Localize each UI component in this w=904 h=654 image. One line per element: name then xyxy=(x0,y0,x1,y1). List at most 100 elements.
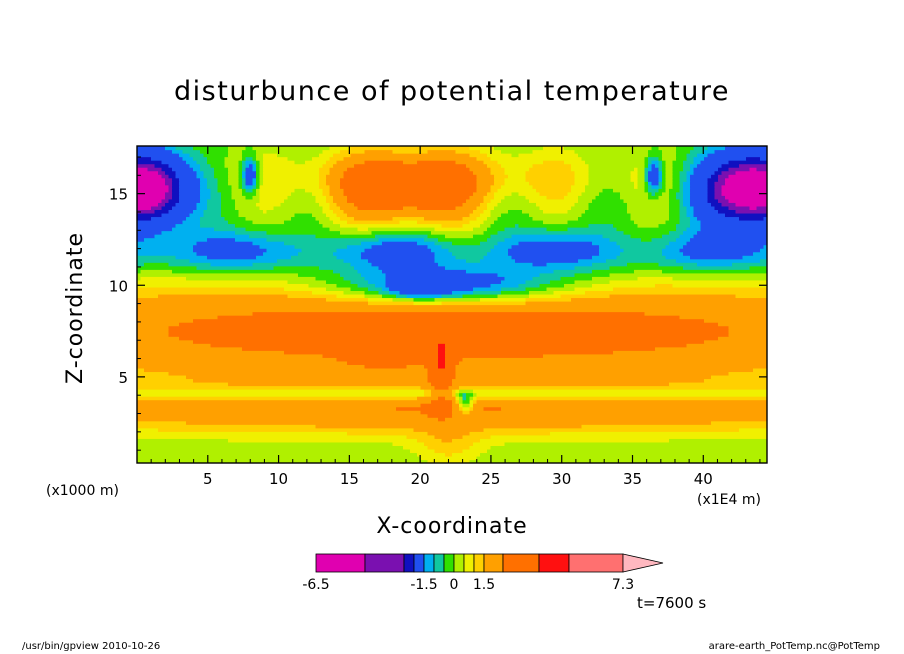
contour-cell xyxy=(301,248,338,253)
contour-cell xyxy=(553,290,586,295)
contour-cell xyxy=(679,170,688,175)
contour-cell xyxy=(728,160,767,165)
contour-cell xyxy=(333,269,359,274)
contour-cell xyxy=(137,272,299,277)
contour-cell xyxy=(616,227,677,232)
contour-cell xyxy=(298,272,341,277)
contour-cell xyxy=(235,198,261,203)
contour-cell xyxy=(497,241,520,246)
contour-cell xyxy=(749,205,758,210)
contour-cell xyxy=(137,431,348,436)
contour-cell xyxy=(245,227,331,232)
contour-cell xyxy=(588,174,632,179)
contour-cell xyxy=(168,184,173,189)
contour-cell xyxy=(676,153,688,158)
contour-cell xyxy=(322,209,334,214)
contour-cell xyxy=(662,251,684,256)
contour-cell xyxy=(490,223,516,228)
contour-cell xyxy=(179,198,201,203)
colorbar: -6.5 -1.5 0 1.5 7.3 xyxy=(302,553,664,593)
contour-cell xyxy=(263,209,268,214)
contour-cell xyxy=(672,160,684,165)
contour-cell xyxy=(434,251,453,256)
contour-cell xyxy=(476,184,492,189)
contour-cell xyxy=(532,149,576,154)
contour-field xyxy=(137,146,767,463)
contour-cell xyxy=(595,195,621,200)
contour-cell xyxy=(445,346,656,351)
contour-cell xyxy=(249,234,317,239)
contour-cell xyxy=(578,153,649,158)
contour-cell xyxy=(364,160,404,165)
contour-cell xyxy=(329,191,345,196)
contour-cell xyxy=(434,241,453,246)
contour-cell xyxy=(487,237,506,242)
contour-cell xyxy=(357,283,376,288)
contour-cell xyxy=(179,188,201,193)
contour-cell xyxy=(221,202,236,207)
contour-cell xyxy=(137,389,425,394)
contour-cell xyxy=(714,184,723,189)
contour-cell xyxy=(546,286,576,292)
contour-cell xyxy=(679,234,695,239)
contour-cell xyxy=(483,195,495,200)
contour-cell xyxy=(137,322,180,327)
contour-cell xyxy=(252,167,257,172)
contour-cell xyxy=(571,163,590,168)
contour-cell xyxy=(676,237,691,242)
contour-cell xyxy=(137,452,418,457)
contour-cell xyxy=(333,209,345,214)
contour-cell xyxy=(648,153,663,158)
contour-cell xyxy=(424,364,439,369)
contour-cell xyxy=(420,410,453,415)
contour-cell xyxy=(469,396,474,401)
contour-cell xyxy=(662,184,667,189)
contour-cell xyxy=(196,174,205,179)
contour-cell xyxy=(669,191,677,196)
contour-cell xyxy=(161,205,173,210)
contour-cell xyxy=(165,146,177,151)
contour-cell xyxy=(469,410,767,415)
contour-cell xyxy=(340,181,478,186)
contour-cell xyxy=(637,184,646,189)
contour-cell xyxy=(490,234,513,239)
contour-cell xyxy=(357,205,404,210)
contour-cell xyxy=(242,181,247,186)
contour-cell xyxy=(452,399,457,404)
contour-cell xyxy=(662,163,667,168)
contour-cell xyxy=(326,279,352,284)
contour-cell xyxy=(742,255,767,260)
contour-cell xyxy=(137,346,243,351)
contour-cell xyxy=(445,353,544,358)
contour-cell xyxy=(644,188,649,193)
contour-cell xyxy=(651,237,677,242)
contour-cell xyxy=(266,248,303,253)
contour-cell xyxy=(469,167,492,172)
contour-cell xyxy=(648,184,653,189)
contour-cell xyxy=(669,212,681,218)
colorbar-label: 7.3 xyxy=(612,577,634,593)
contour-cell xyxy=(504,170,527,175)
contour-cell xyxy=(497,216,534,221)
contour-cell xyxy=(711,420,767,425)
contour-cell xyxy=(574,149,649,154)
contour-cell xyxy=(452,452,481,457)
contour-cell xyxy=(161,198,170,203)
contour-cell xyxy=(728,174,767,179)
contour-cell xyxy=(256,163,261,168)
contour-cell xyxy=(137,248,194,253)
contour-cell xyxy=(441,223,464,228)
contour-cell xyxy=(721,191,767,196)
contour-cell xyxy=(438,417,446,422)
contour-cell xyxy=(228,146,247,151)
contour-cell xyxy=(238,177,243,182)
contour-cell xyxy=(137,160,163,165)
contour-cell xyxy=(665,184,674,189)
contour-cell xyxy=(137,438,229,443)
contour-cell xyxy=(305,188,324,193)
contour-cell xyxy=(406,293,443,299)
contour-cell xyxy=(322,205,331,210)
contour-cell xyxy=(588,177,632,182)
contour-cell xyxy=(525,297,572,302)
